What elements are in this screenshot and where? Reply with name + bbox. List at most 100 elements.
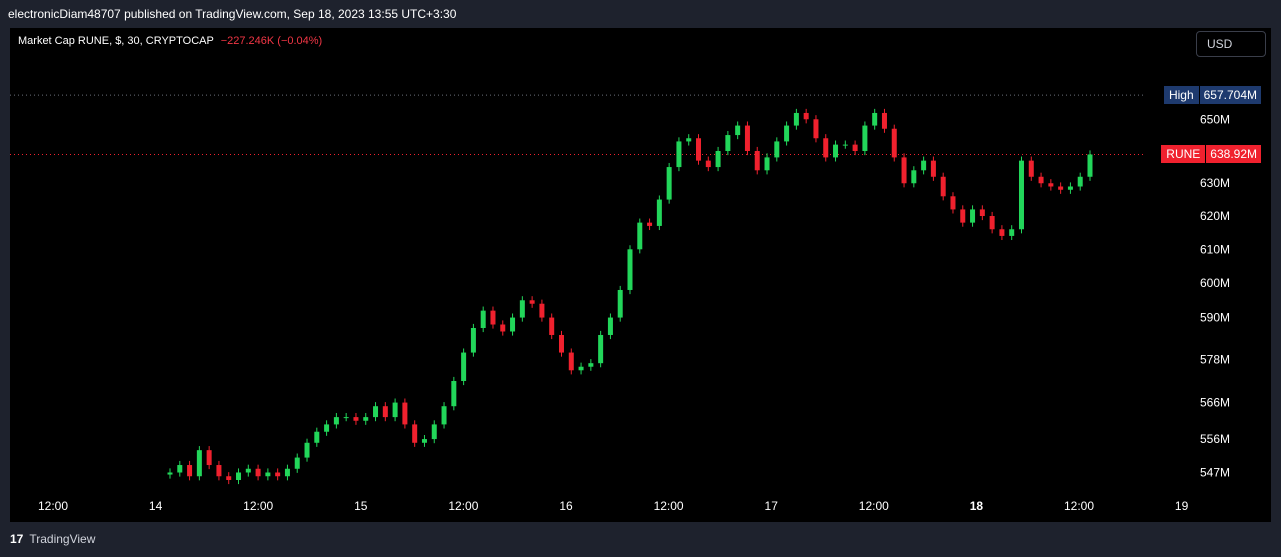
candle-body	[216, 465, 222, 477]
candle-body	[568, 352, 574, 371]
publish-info: electronicDiam48707 published on Trading…	[8, 7, 457, 21]
currency-button[interactable]: USD	[1196, 31, 1266, 57]
candle-body	[412, 424, 418, 443]
y-tick-label: 630M	[1200, 176, 1230, 190]
y-tick-label: 590M	[1200, 311, 1230, 325]
candle-body	[754, 151, 760, 171]
candle-body	[294, 457, 300, 469]
candle-body	[999, 229, 1005, 236]
candle-body	[911, 170, 917, 184]
candle-body	[607, 317, 613, 335]
y-tick-label: 620M	[1200, 209, 1230, 223]
candle-body	[431, 424, 437, 440]
candle-body	[343, 417, 349, 419]
x-tick-label: 15	[354, 499, 368, 513]
candle-body	[451, 380, 457, 407]
candle-body	[1087, 154, 1093, 177]
candle-body	[490, 310, 496, 325]
candle-body	[353, 417, 359, 421]
x-tick-label: 12:00	[243, 499, 273, 513]
candle-body	[304, 442, 310, 458]
candle-body	[588, 363, 594, 367]
candle-body	[1048, 183, 1054, 187]
candle-body	[930, 160, 936, 177]
candle-body	[989, 216, 995, 230]
candle-body	[1038, 176, 1044, 184]
candle-body	[803, 112, 809, 120]
candle-body	[529, 300, 535, 304]
candle-body	[725, 135, 731, 152]
x-tick-label: 17	[765, 499, 779, 513]
candle-body	[333, 417, 339, 425]
x-tick-label: 12:00	[859, 499, 889, 513]
candle-body	[872, 112, 878, 126]
candle-body	[441, 406, 447, 425]
current-tag-value: 638.92M	[1206, 145, 1261, 164]
candle-body	[1077, 176, 1083, 187]
candle-body	[539, 303, 545, 318]
candle-body	[813, 119, 819, 139]
candle-body	[1058, 186, 1064, 190]
candle-body	[421, 439, 427, 443]
current-price-tag: RUNE 638.92M	[1161, 145, 1261, 164]
legend-title: Market Cap RUNE, $, 30, CRYPTOCAP	[18, 35, 214, 47]
x-tick-label: 12:00	[1064, 499, 1094, 513]
y-tick-label: 610M	[1200, 242, 1230, 256]
candle-body	[206, 450, 212, 466]
candle-body	[1018, 160, 1024, 230]
candle-body	[382, 406, 388, 418]
candle-body	[1067, 186, 1073, 190]
y-tick-label: 556M	[1200, 432, 1230, 446]
footer: 17 TradingView	[10, 531, 95, 547]
candle-body	[373, 406, 379, 418]
candle-body	[784, 125, 790, 142]
candle-body	[842, 144, 848, 146]
candle-body	[500, 324, 506, 332]
candle-body	[744, 125, 750, 152]
candle-body	[177, 465, 183, 473]
x-tick-label: 12:00	[38, 499, 68, 513]
y-tick-label: 547M	[1200, 466, 1230, 480]
candle-body	[470, 327, 476, 353]
candle-body	[901, 157, 907, 184]
candle-body	[696, 138, 702, 161]
candle-body	[940, 176, 946, 197]
candle-body	[480, 310, 486, 328]
candlestick-chart: 547M 556M 566M 578M 590M 600M 610M 620M 630M 650M…	[10, 94, 1230, 513]
x-tick-label: 18	[970, 499, 984, 513]
candle-body	[402, 402, 408, 425]
chart-area[interactable]: Market Cap RUNE, $, 30, CRYPTOCAP −227.2…	[10, 28, 1271, 522]
candle-body	[676, 141, 682, 168]
candle-body	[705, 160, 711, 168]
candle-body	[558, 334, 564, 353]
candle-body	[1009, 229, 1015, 236]
candle-body	[979, 209, 985, 217]
tradingview-logo-icon: 17	[10, 532, 24, 546]
candle-body	[578, 366, 584, 371]
candle-body	[236, 472, 242, 480]
candle-body	[715, 151, 721, 168]
candle-body	[647, 222, 653, 226]
candle-body	[167, 472, 173, 475]
candle-body	[284, 468, 290, 477]
candle-body	[275, 472, 281, 477]
candle-body	[363, 417, 369, 421]
candle-body	[823, 138, 829, 158]
candle-body	[245, 468, 251, 473]
footer-brand: TradingView	[29, 532, 96, 546]
candle-body	[598, 334, 604, 364]
candle-body	[265, 472, 271, 477]
candle-body	[921, 160, 927, 171]
chart-legend: Market Cap RUNE, $, 30, CRYPTOCAP −227.2…	[18, 35, 322, 47]
candle-body	[519, 300, 525, 318]
candle-body	[255, 468, 261, 477]
candle-body	[656, 199, 662, 226]
y-tick-label: 578M	[1200, 353, 1230, 367]
candle-body	[666, 167, 672, 200]
candle-body	[881, 112, 887, 129]
x-tick-label: 19	[1175, 499, 1189, 513]
candle-body	[960, 209, 966, 223]
candle-body	[324, 424, 330, 432]
candle-body	[617, 289, 623, 318]
candle-body	[833, 144, 839, 158]
